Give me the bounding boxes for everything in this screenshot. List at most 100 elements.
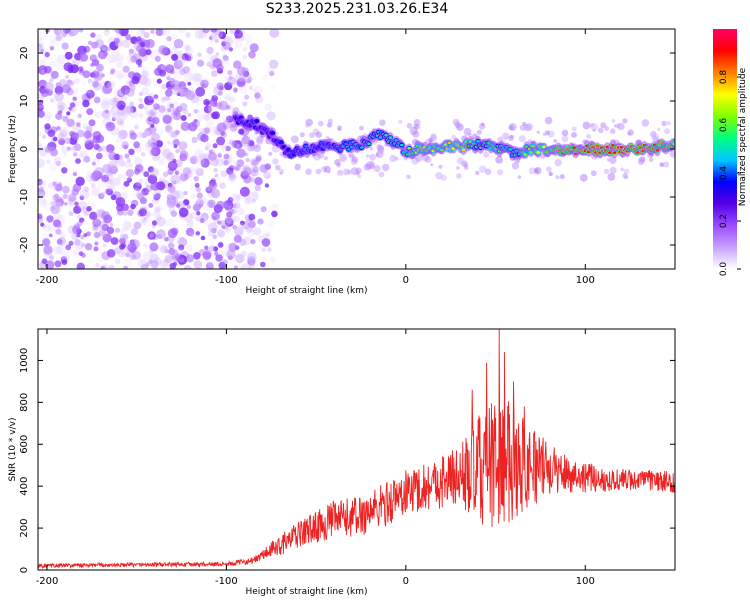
noise-blob <box>254 161 260 166</box>
noise-blob <box>61 31 67 37</box>
noise-blob <box>112 97 118 103</box>
noise-blob <box>208 36 213 40</box>
noise-blob <box>47 129 56 138</box>
noise-blob <box>368 161 376 168</box>
noise-blob <box>88 40 93 45</box>
noise-blob <box>126 55 136 64</box>
noise-blob <box>546 166 552 172</box>
noise-blob <box>133 141 141 149</box>
noise-blob <box>61 34 66 39</box>
noise-blob <box>53 212 62 221</box>
noise-blob <box>117 159 125 167</box>
noise-blob <box>202 251 212 261</box>
noise-blob <box>170 210 178 217</box>
snr-plot-area[interactable] <box>38 329 675 570</box>
noise-blob <box>75 158 81 164</box>
noise-blob <box>164 255 173 263</box>
noise-blob <box>139 131 147 139</box>
noise-blob <box>221 41 227 47</box>
noise-blob <box>168 242 175 249</box>
noise-blob <box>128 163 133 168</box>
noise-blob <box>176 105 183 113</box>
noise-blob <box>475 170 480 176</box>
noise-blob <box>138 208 147 217</box>
spectrogram-x-label: Height of straight line (km) <box>246 286 368 296</box>
noise-blob <box>73 143 82 151</box>
noise-blob <box>637 158 645 166</box>
noise-blob <box>252 166 259 173</box>
noise-blob <box>253 227 262 236</box>
noise-blob <box>62 185 70 194</box>
noise-blob <box>45 29 50 33</box>
spectrogram-marks <box>38 29 675 269</box>
noise-blob <box>136 131 143 139</box>
noise-blob <box>154 207 161 213</box>
noise-blob <box>241 135 251 145</box>
noise-blob <box>172 249 179 256</box>
noise-blob <box>66 111 71 116</box>
noise-blob <box>38 178 43 186</box>
noise-blob <box>147 114 154 121</box>
noise-blob <box>638 156 646 163</box>
noise-blob <box>365 161 374 170</box>
noise-blob <box>175 149 180 154</box>
noise-blob <box>84 139 95 150</box>
noise-blob <box>157 243 167 253</box>
noise-blob <box>244 225 253 234</box>
noise-blob <box>121 266 127 269</box>
noise-blob <box>156 217 166 227</box>
noise-blob <box>627 129 634 136</box>
x-tick-label: -100 <box>215 275 238 286</box>
noise-blob <box>180 236 185 241</box>
noise-blob <box>233 88 238 93</box>
noise-blob <box>101 174 109 183</box>
noise-blob <box>228 165 235 171</box>
noise-blob <box>641 119 650 127</box>
noise-blob <box>150 29 155 34</box>
noise-blob <box>54 85 64 95</box>
noise-blob <box>116 100 126 110</box>
noise-blob <box>377 145 385 152</box>
noise-blob <box>76 214 81 220</box>
noise-blob <box>39 59 47 68</box>
noise-blob <box>104 80 112 88</box>
noise-blob <box>376 144 383 151</box>
noise-blob <box>381 163 390 172</box>
noise-blob <box>205 127 210 132</box>
noise-blob <box>55 34 62 42</box>
noise-blob <box>107 81 116 89</box>
noise-blob <box>607 173 616 181</box>
noise-blob <box>59 129 68 138</box>
noise-blob <box>366 154 370 158</box>
noise-blob <box>120 85 131 95</box>
noise-blob <box>44 123 51 130</box>
noise-blob <box>609 156 617 164</box>
noise-blob <box>172 138 180 147</box>
noise-blob <box>463 163 468 168</box>
noise-blob <box>157 158 166 167</box>
noise-blob <box>257 218 264 225</box>
noise-blob <box>241 210 247 216</box>
noise-blob <box>204 146 209 151</box>
noise-blob <box>89 54 97 62</box>
noise-blob <box>305 123 310 128</box>
noise-blob <box>194 29 201 34</box>
noise-blob <box>121 95 127 101</box>
noise-blob <box>430 163 434 167</box>
noise-blob <box>129 132 137 140</box>
noise-blob <box>168 197 179 207</box>
noise-blob <box>212 246 219 252</box>
noise-blob <box>130 55 138 63</box>
noise-blob <box>67 202 73 208</box>
noise-blob <box>118 153 123 158</box>
ridge-core <box>536 151 541 154</box>
noise-blob <box>56 238 63 245</box>
noise-blob <box>182 88 192 98</box>
snr-frame <box>37 328 676 571</box>
y-tick-label: 10 <box>19 95 30 108</box>
noise-blob <box>189 155 198 164</box>
noise-blob <box>115 135 124 144</box>
noise-blob <box>248 213 256 221</box>
noise-blob <box>125 169 135 178</box>
